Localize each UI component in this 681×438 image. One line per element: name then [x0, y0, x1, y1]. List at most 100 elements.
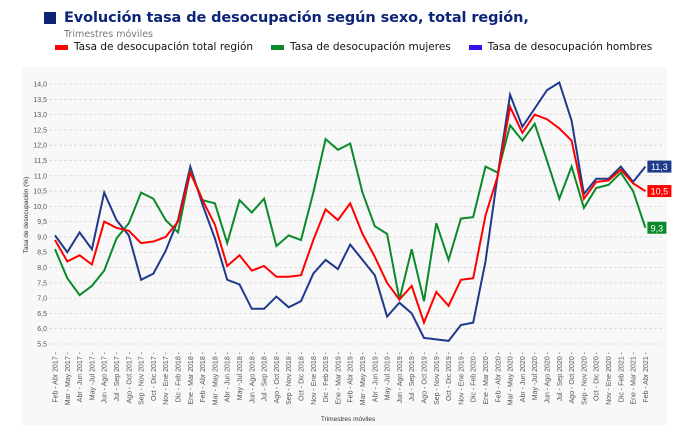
y-tick-label: 12,5 [33, 127, 47, 134]
y-axis-ticks: 5,5 6,0 6,5 7,0 7,5 8,0 8,5 9,0 9,5 10,0 10,5 11,0 1… [33, 82, 47, 349]
x-tick-label: Ene - Mar 2018 - [188, 351, 195, 404]
y-tick-label: 13,5 [33, 97, 47, 104]
x-tick-label: Jul - Sep 2017 - [114, 351, 121, 401]
x-tick-label: Sep - Nov 2018 - [286, 351, 293, 405]
x-tick-label: Oct - Dic 2019 - [446, 351, 453, 401]
series-line-total[interactable] [54, 103, 646, 326]
x-tick-label: May -Jul 2017 - [89, 351, 96, 400]
y-tick-label: 13,0 [33, 112, 47, 119]
x-tick-label: Mar - May 2020 - [508, 351, 515, 405]
x-tick-label: Ago - Oct 2018 - [274, 351, 281, 403]
y-tick-label: 8,0 [37, 265, 47, 272]
x-tick-label: Jun - Ago 2017 - [102, 351, 109, 403]
x-tick-label: Feb - Abr 2017 - [53, 351, 60, 402]
end-label-text: 10,5 [651, 187, 669, 197]
x-tick-label: Dic - Feb 2019 - [323, 351, 330, 402]
x-tick-label: Jun - Ago 2019 - [397, 351, 404, 403]
x-tick-label: Feb - Abr 2018 - [200, 351, 207, 402]
gridlines [49, 83, 664, 345]
legend-swatch-mujeres-icon [271, 44, 285, 50]
y-tick-label: 9,0 [37, 234, 47, 241]
x-tick-label: Abr - Jun 2020 - [520, 351, 527, 402]
y-tick-label: 6,5 [37, 311, 47, 318]
end-label-mujeres: 9,3 [647, 221, 667, 234]
x-tick-label: Mar - May 2017 - [65, 351, 72, 405]
chart-title-row: Evolución tasa de desocupación según sex… [44, 10, 529, 26]
x-tick-label: Nov - Ene 2017 - [163, 351, 170, 405]
legend-item-mujeres[interactable]: Tasa de desocupación mujeres [271, 41, 451, 53]
y-tick-label: 11,0 [34, 173, 47, 180]
legend-item-total[interactable]: Tasa de desocupación total región [55, 41, 253, 53]
x-tick-label: Ene - Mar 2021 - [631, 351, 638, 404]
end-label-total: 10,5 [647, 185, 672, 198]
y-tick-label: 12,0 [33, 143, 47, 150]
end-label-text: 9,3 [651, 223, 664, 233]
y-tick-label: 5,5 [37, 342, 47, 349]
x-tick-label: Oct - Dic 2017 - [151, 351, 158, 401]
x-tick-label: Nov - Ene 2020 - [606, 351, 613, 405]
x-tick-label: Ene - Mar 2019 - [335, 351, 342, 404]
x-tick-label: Dic - Feb 2018 - [176, 351, 183, 402]
x-tick-label: Sep - Nov 2019 - [434, 351, 441, 405]
x-tick-label: Mar - May 2018 - [212, 351, 219, 405]
x-tick-label: Ago - Oct 2017 - [126, 351, 133, 403]
x-tick-label: May -Jul 2019 - [385, 351, 392, 400]
end-label-hombres: 11,3 [647, 160, 672, 173]
x-tick-label: Ago - Oct 2019 - [422, 351, 429, 403]
x-tick-label: Ago - Oct 2020 - [569, 351, 576, 403]
series-lines [54, 80, 647, 342]
x-axis-ticks: Feb - Abr 2017 - Mar - May 2017 - Abr - Ju… [53, 351, 650, 405]
x-axis-title: Trimestres móviles [321, 416, 376, 423]
legend: Tasa de desocupación total región Tasa d… [55, 41, 670, 53]
x-tick-label: Oct - Dic 2020 - [594, 351, 601, 401]
x-tick-label: Feb - Abr 2020 - [495, 351, 502, 402]
x-tick-label: Oct - Dic 2018 - [299, 351, 306, 401]
series-line-mujeres[interactable] [54, 121, 647, 302]
x-tick-label: Feb - Abr 2021 - [643, 351, 650, 402]
y-tick-label: 9,5 [37, 219, 47, 226]
y-axis-title: Tasa de desocupación (%) [23, 177, 30, 254]
series-line-hombres[interactable] [54, 80, 647, 342]
plot-panel [22, 67, 667, 425]
x-tick-label: Sep - Nov 2017 - [139, 351, 146, 405]
x-tick-label: May -Jul 2020 - [532, 351, 539, 400]
x-tick-label: Abr - Jun 2017 - [77, 351, 84, 402]
y-tick-label: 11,5 [34, 158, 47, 165]
x-tick-label: Ene - Mar 2020 - [483, 351, 490, 404]
legend-label-mujeres: Tasa de desocupación mujeres [290, 41, 451, 53]
legend-swatch-hombres-icon [468, 44, 482, 50]
end-label-box [647, 221, 667, 234]
end-labels: 11,3 9,3 10,5 [647, 160, 672, 234]
x-tick-label: Jul - Sep 2018 - [262, 351, 269, 401]
end-label-box [647, 160, 672, 173]
x-tick-label: Nov - Ene 2019 - [458, 351, 465, 405]
x-tick-label: Abr - Jun 2018 - [225, 351, 232, 402]
x-tick-label: Jun - Ago 2020 - [545, 351, 552, 403]
x-tick-label: Feb - Abr 2019 - [348, 351, 355, 402]
chart-title: Evolución tasa de desocupación según sex… [64, 10, 529, 26]
x-tick-label: Nov - Ene 2018 - [311, 351, 318, 405]
x-tick-label: Dic - Feb 2021 - [618, 351, 625, 402]
y-tick-label: 6,0 [37, 326, 47, 333]
x-tick-label: Sep - Nov 2020 - [581, 351, 588, 405]
x-tick-label: Mar - May 2019 - [360, 351, 367, 405]
chart-subtitle: Trimestres móviles [64, 29, 153, 40]
y-tick-label: 14,0 [33, 82, 47, 89]
x-tick-label: Jun - Ago 2018 - [249, 351, 256, 403]
x-tick-label: Jul - Sep 2020 - [557, 351, 564, 401]
end-label-box [647, 185, 672, 198]
x-tick-label: Dic - Feb 2020 - [471, 351, 478, 402]
legend-label-total: Tasa de desocupación total región [74, 41, 254, 53]
y-tick-label: 10,0 [33, 204, 47, 211]
title-marker-icon [44, 12, 56, 24]
legend-item-hombres[interactable]: Tasa de desocupación hombres [468, 41, 653, 53]
y-tick-label: 7,5 [37, 280, 47, 287]
x-tick-label: May -Jul 2018 - [237, 351, 244, 400]
legend-label-hombres: Tasa de desocupación hombres [487, 41, 653, 53]
end-label-text: 11,3 [651, 162, 668, 172]
y-tick-label: 8,5 [37, 250, 47, 257]
x-tick-label: Abr - Jun 2019 - [372, 351, 379, 402]
x-tick-label: Jul - Sep 2019 - [409, 351, 416, 401]
legend-swatch-total-icon [55, 44, 68, 50]
